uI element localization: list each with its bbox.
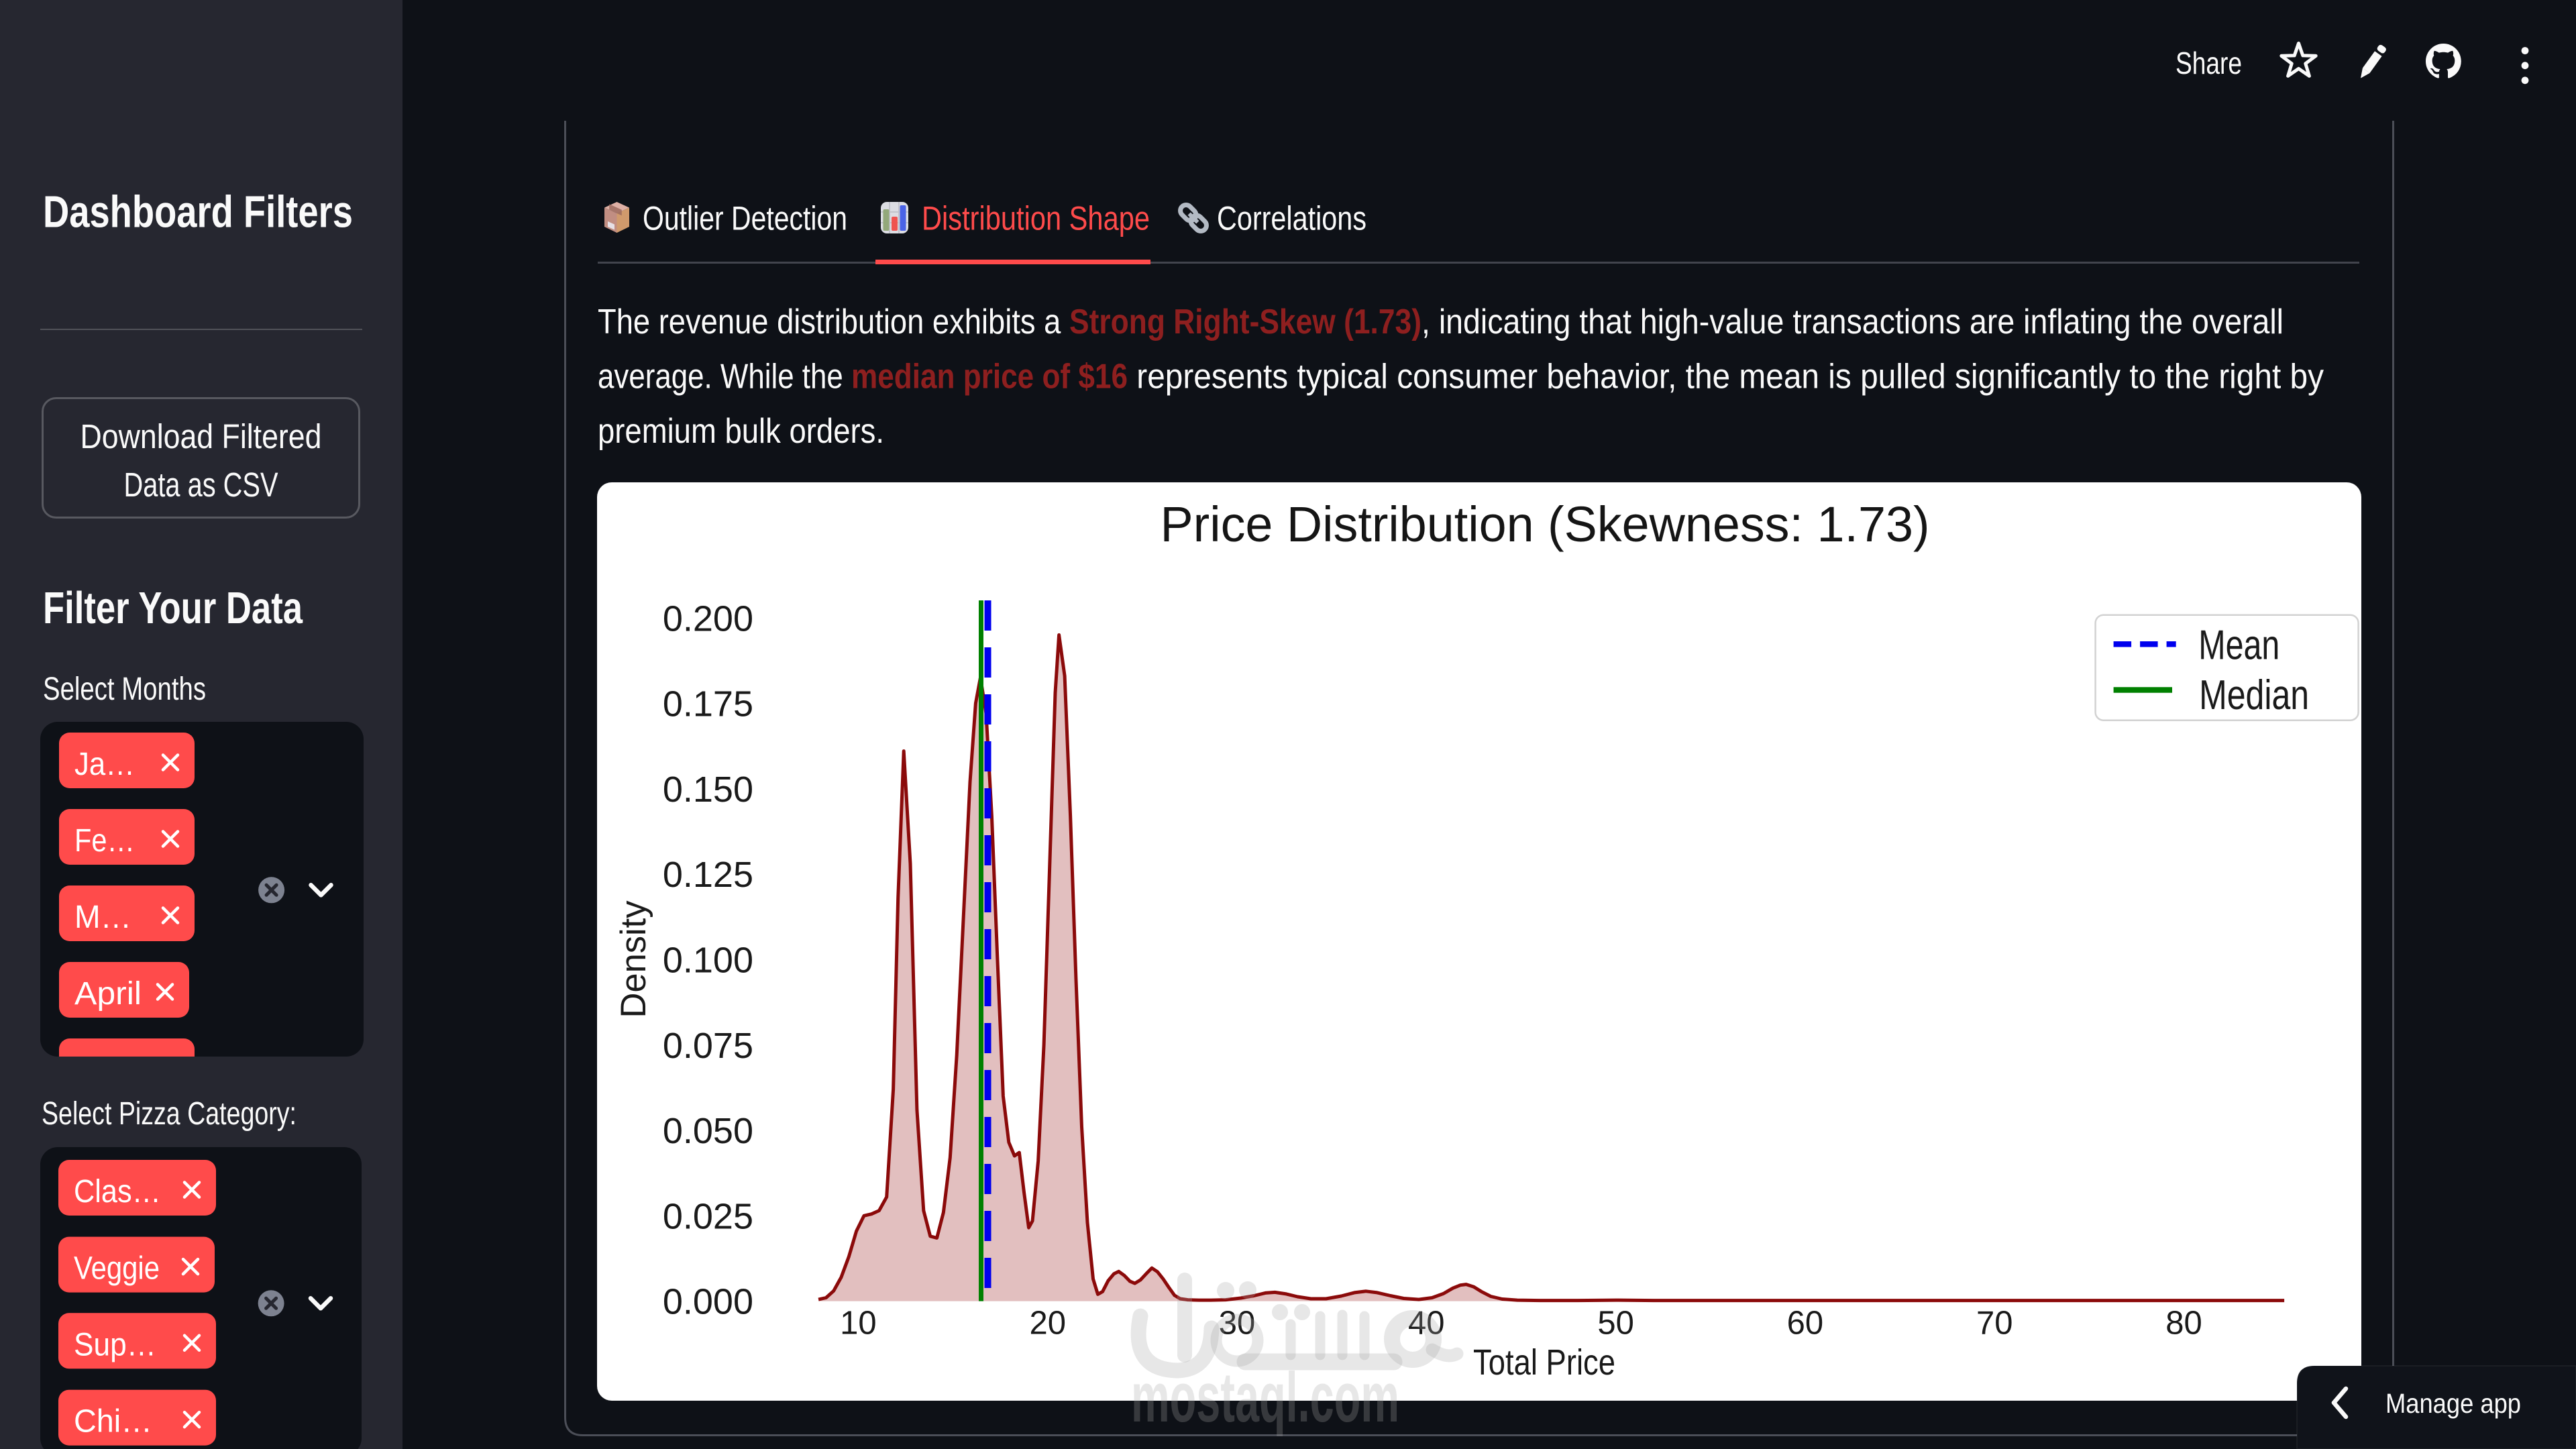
svg-text:represents typical consumer be: represents typical consumer behavior, th… (1128, 358, 2324, 396)
svg-text:M…: M… (74, 900, 131, 935)
svg-text:Correlations: Correlations (1217, 200, 1366, 237)
svg-text:Select Months: Select Months (43, 672, 206, 707)
svg-text:Total Price: Total Price (1473, 1342, 1615, 1383)
svg-text:0.050: 0.050 (663, 1111, 753, 1151)
svg-text:, indicating that high-value t: , indicating that high-value transaction… (1421, 303, 2284, 341)
svg-text:Dashboard Filters: Dashboard Filters (43, 187, 353, 237)
svg-text:median price of $16: median price of $16 (851, 358, 1128, 396)
svg-text:50: 50 (1597, 1305, 1634, 1341)
svg-text:0.000: 0.000 (663, 1282, 753, 1322)
svg-text:20: 20 (1029, 1305, 1066, 1341)
svg-text:0.150: 0.150 (663, 769, 753, 810)
svg-text:Filter Your Data: Filter Your Data (43, 583, 303, 633)
svg-text:Veggie: Veggie (74, 1251, 160, 1287)
svg-text:Outlier Detection: Outlier Detection (643, 200, 847, 237)
svg-text:0.125: 0.125 (663, 855, 753, 895)
svg-text:0.075: 0.075 (663, 1026, 753, 1066)
svg-text:Clas…: Clas… (74, 1174, 161, 1210)
svg-text:Distribution Shape: Distribution Shape (922, 200, 1150, 237)
svg-text:Fe…: Fe… (74, 823, 135, 859)
svg-text:Median: Median (2199, 672, 2309, 718)
svg-text:40: 40 (1408, 1305, 1445, 1341)
svg-text:April: April (74, 976, 142, 1012)
svg-text:Share: Share (2176, 46, 2242, 80)
svg-text:Download Filtered: Download Filtered (80, 417, 322, 455)
svg-text:0.025: 0.025 (663, 1196, 753, 1236)
svg-text:Ja…: Ja… (74, 747, 135, 782)
svg-text:Sup…: Sup… (74, 1327, 156, 1362)
svg-text:60: 60 (1787, 1305, 1824, 1341)
svg-text:Density: Density (614, 900, 653, 1018)
svg-text:The revenue distribution exhib: The revenue distribution exhibits a (598, 303, 1069, 341)
svg-text:0.100: 0.100 (663, 941, 753, 981)
svg-text:70: 70 (1976, 1305, 2013, 1341)
svg-text:Chi…: Chi… (74, 1404, 152, 1440)
svg-text:Price Distribution (Skewness:: Price Distribution (Skewness: 1.73) (1161, 496, 1930, 552)
svg-text:M…: M… (74, 1053, 131, 1088)
svg-text:Mean: Mean (2198, 623, 2279, 669)
svg-text:80: 80 (2165, 1305, 2202, 1341)
svg-text:10: 10 (840, 1305, 877, 1341)
svg-text:0.200: 0.200 (663, 598, 753, 639)
svg-text:Select Pizza Category:: Select Pizza Category: (42, 1096, 297, 1132)
svg-text:30: 30 (1219, 1305, 1256, 1341)
svg-text:average. While the: average. While the (598, 358, 851, 396)
svg-text:Manage app: Manage app (2385, 1388, 2521, 1419)
svg-text:0.175: 0.175 (663, 684, 753, 724)
svg-text:Strong Right-Skew (1.73): Strong Right-Skew (1.73) (1069, 303, 1421, 341)
svg-text:premium bulk orders.: premium bulk orders. (598, 412, 884, 451)
svg-text:mostaql.com: mostaql.com (1131, 1358, 1399, 1437)
svg-text:Data as CSV: Data as CSV (124, 466, 278, 504)
